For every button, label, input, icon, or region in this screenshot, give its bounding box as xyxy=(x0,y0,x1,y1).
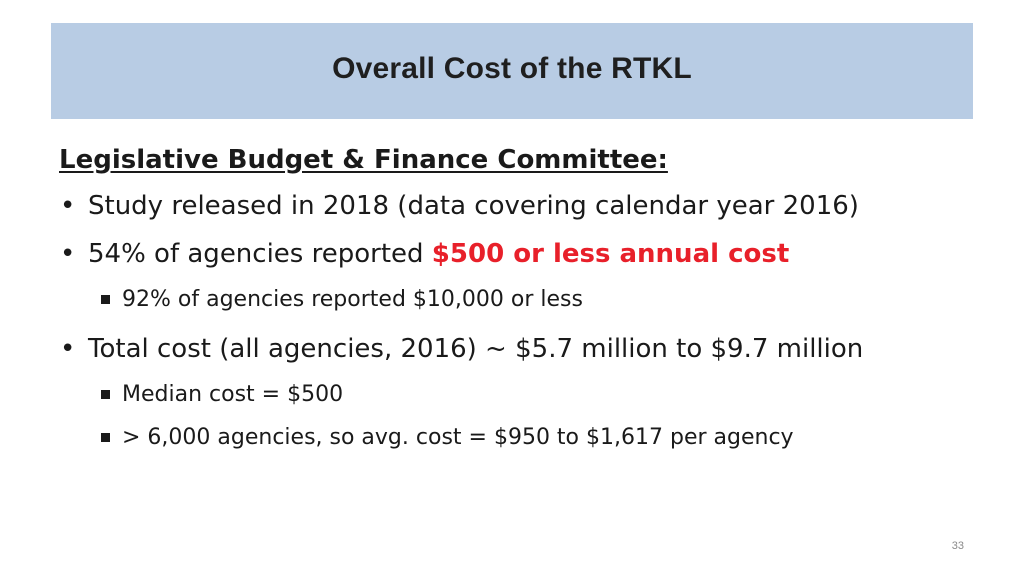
sub-bullet-item: Median cost = $500 xyxy=(59,373,959,416)
square-bullet-icon xyxy=(101,295,110,304)
square-bullet-icon xyxy=(101,433,110,442)
sub-bullet-item: > 6,000 agencies, so avg. cost = $950 to… xyxy=(59,416,959,459)
bullet-text: Total cost (all agencies, 2016) ~ $5.7 m… xyxy=(88,334,864,364)
slide-title: Overall Cost of the RTKL xyxy=(332,52,692,85)
bullet-dot-icon: • xyxy=(60,191,76,221)
sub-bullet-item: 92% of agencies reported $10,000 or less xyxy=(59,278,959,321)
sub-bullet-text: 92% of agencies reported $10,000 or less xyxy=(122,287,583,312)
page-number: 33 xyxy=(951,540,964,552)
highlighted-text: $500 or less annual cost xyxy=(431,239,790,269)
bullet-item: • Total cost (all agencies, 2016) ~ $5.7… xyxy=(59,325,959,373)
sub-bullet-text: > 6,000 agencies, so avg. cost = $950 to… xyxy=(122,425,794,450)
bullet-dot-icon: • xyxy=(60,239,76,269)
bullet-item: • 54% of agencies reported $500 or less … xyxy=(59,230,959,278)
square-bullet-icon xyxy=(101,390,110,399)
sub-bullet-text: Median cost = $500 xyxy=(122,382,344,407)
slide-content: Legislative Budget & Finance Committee: … xyxy=(59,138,959,459)
bullet-text: 54% of agencies reported xyxy=(88,239,432,269)
title-band: Overall Cost of the RTKL xyxy=(51,23,973,119)
bullet-item: • Study released in 2018 (data covering … xyxy=(59,182,959,230)
bullet-dot-icon: • xyxy=(60,334,76,364)
section-heading: Legislative Budget & Finance Committee: xyxy=(59,145,668,175)
bullet-text: Study released in 2018 (data covering ca… xyxy=(88,191,859,221)
